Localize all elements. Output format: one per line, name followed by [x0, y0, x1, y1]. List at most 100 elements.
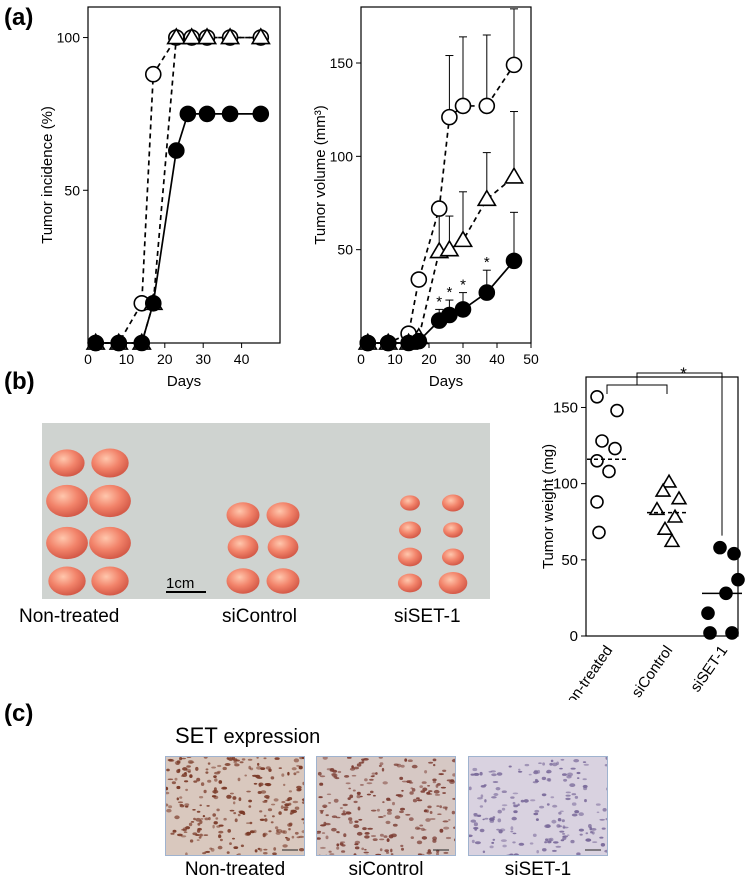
stained-nucleus [197, 839, 200, 841]
stained-nucleus [365, 832, 370, 835]
stained-nucleus [372, 773, 376, 775]
stained-nucleus [449, 780, 455, 784]
stained-nucleus [296, 771, 299, 773]
stained-nucleus [358, 819, 362, 821]
incidence-point-filled-circle [223, 106, 238, 121]
stained-nucleus [491, 773, 497, 776]
weight-point-open-circle [591, 455, 603, 467]
stained-nucleus [590, 831, 593, 833]
stained-nucleus [480, 805, 483, 807]
stained-nucleus [292, 836, 295, 839]
stained-nucleus [281, 773, 284, 776]
stained-nucleus [436, 805, 439, 807]
stained-nucleus [258, 791, 262, 794]
stained-nucleus [401, 848, 404, 851]
weight-point-open-circle [596, 435, 608, 447]
stained-nucleus [268, 808, 272, 811]
photo-caption-non-treated: Non-treated [19, 606, 119, 628]
stained-nucleus [434, 790, 440, 794]
stained-nucleus [502, 804, 508, 806]
stained-nucleus [427, 785, 430, 787]
weight-point-open-circle [611, 405, 623, 417]
stained-nucleus [206, 805, 209, 807]
tumor-specimen [267, 568, 300, 594]
stained-nucleus [441, 787, 446, 789]
stained-nucleus [442, 770, 446, 772]
incidence-point-filled-circle [134, 336, 149, 351]
stained-nucleus [229, 842, 232, 845]
stained-nucleus [265, 783, 271, 786]
tumor-specimen [443, 522, 463, 537]
stained-nucleus [338, 771, 342, 773]
stained-nucleus [379, 839, 384, 841]
stained-nucleus [349, 820, 353, 824]
stained-nucleus [186, 765, 191, 767]
stained-nucleus [357, 832, 363, 836]
stained-nucleus [268, 830, 271, 832]
stained-nucleus [248, 766, 251, 770]
stained-nucleus [552, 805, 557, 808]
stained-nucleus [214, 772, 220, 775]
tumor-specimen [89, 485, 131, 517]
stained-nucleus [588, 824, 592, 828]
stained-nucleus [490, 770, 496, 772]
stained-nucleus [242, 758, 246, 760]
stained-nucleus [559, 768, 563, 770]
stained-nucleus [216, 809, 219, 812]
stained-nucleus [425, 818, 430, 822]
stained-nucleus [501, 839, 507, 842]
stained-nucleus [473, 827, 478, 829]
stained-nucleus [264, 800, 267, 802]
stained-nucleus [491, 842, 494, 844]
stained-nucleus [395, 815, 401, 819]
stained-nucleus [566, 792, 571, 794]
stained-nucleus [320, 847, 326, 849]
stained-nucleus [542, 762, 545, 765]
stained-nucleus [346, 812, 352, 815]
stained-nucleus [193, 780, 197, 782]
stained-nucleus [197, 811, 201, 813]
stained-nucleus [428, 762, 433, 764]
weight-significance-star: * [680, 365, 687, 383]
stained-nucleus [239, 797, 242, 801]
stained-nucleus [433, 781, 436, 783]
volume-point-open-triangle [478, 191, 495, 206]
tumor-specimen [46, 485, 88, 517]
stained-nucleus [448, 819, 451, 821]
stained-nucleus [212, 790, 218, 794]
stained-nucleus [336, 831, 339, 833]
stained-nucleus [205, 771, 208, 773]
stained-nucleus [424, 810, 428, 813]
stained-nucleus [493, 839, 496, 841]
tumor-specimen [400, 495, 420, 510]
stained-nucleus [565, 798, 570, 800]
weight-y-axis-label: Tumor weight (mg) [540, 444, 557, 569]
stained-nucleus [263, 833, 266, 837]
stained-nucleus [556, 824, 560, 828]
stained-nucleus [168, 779, 174, 781]
incidence-y-tick-label: 50 [64, 182, 80, 198]
stained-nucleus [296, 788, 301, 791]
stained-nucleus [394, 764, 399, 766]
incidence-x-tick-label: 40 [234, 351, 250, 367]
volume-point-filled-circle [442, 308, 457, 323]
stained-nucleus [574, 810, 579, 813]
stained-nucleus [524, 799, 529, 803]
stained-nucleus [264, 818, 267, 821]
tumor-specimen [228, 535, 259, 559]
tumor-specimen [398, 548, 422, 567]
stained-nucleus [201, 782, 204, 786]
weight-plot-frame [586, 377, 738, 636]
incidence-point-open-circle [146, 67, 161, 82]
stained-nucleus [474, 822, 478, 826]
stained-nucleus [417, 841, 422, 845]
stained-nucleus [542, 848, 547, 851]
stained-nucleus [525, 764, 530, 766]
stained-nucleus [597, 812, 600, 814]
stained-nucleus [208, 762, 211, 764]
volume-point-open-circle [479, 98, 494, 113]
stained-nucleus [373, 795, 376, 797]
stained-nucleus [218, 831, 223, 834]
incidence-x-tick-label: 10 [119, 351, 135, 367]
